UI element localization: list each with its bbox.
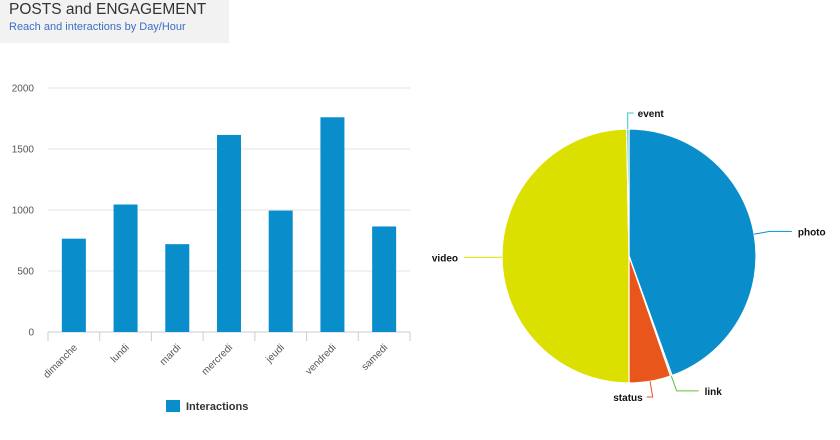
pie-connector <box>646 381 654 398</box>
pie-connector <box>670 375 699 392</box>
y-tick-label: 1500 <box>12 145 35 156</box>
legend-swatch <box>166 400 180 412</box>
page-subtitle: Reach and interactions by Day/Hour <box>9 21 186 33</box>
pie-slice-video <box>501 128 630 384</box>
pie-label-event: event <box>638 109 665 120</box>
bar-mercredi <box>217 134 241 332</box>
pie-label-photo: photo <box>798 227 826 238</box>
pie-label-link: link <box>705 387 723 398</box>
y-tick-label: 1000 <box>12 206 35 217</box>
bar-vendredi <box>320 117 345 332</box>
x-tick-label: dimanche <box>42 342 81 381</box>
bar-jeudi <box>268 210 293 332</box>
x-tick-label: vendredi <box>304 342 339 377</box>
x-tick-label: mardi <box>158 342 183 367</box>
page-title: POSTS and ENGAGEMENT <box>9 1 207 18</box>
bar-lundi <box>113 204 138 332</box>
bar-samedi <box>372 226 397 332</box>
pie-connector <box>627 112 634 130</box>
y-tick-label: 500 <box>17 267 34 278</box>
pie-slice-event <box>625 128 630 257</box>
y-tick-label: 2000 <box>12 84 35 95</box>
pie-label-video: video <box>432 253 458 264</box>
bar-dimanche <box>61 238 86 332</box>
pie-label-status: status <box>613 393 643 404</box>
x-tick-label: lundi <box>109 342 132 365</box>
pie-chart: photo link status video event <box>432 109 826 404</box>
y-tick-label: 0 <box>28 328 34 339</box>
legend-label: Interactions <box>186 401 248 413</box>
x-tick-label: mercredi <box>200 342 235 377</box>
bar-chart: 0 500 1000 1500 2000 dimanche lundi mardi mercre… <box>12 84 411 413</box>
pie-connector <box>754 230 792 235</box>
chart-header: POSTS and ENGAGEMENT Reach and interacti… <box>0 0 229 43</box>
x-tick-label: samedi <box>360 342 391 373</box>
x-tick-label: jeudi <box>263 342 286 365</box>
bar-mardi <box>165 244 190 332</box>
